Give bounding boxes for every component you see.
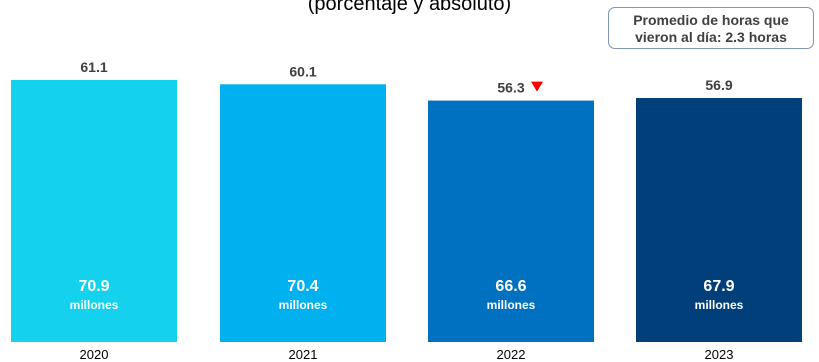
absolute-value-2022: 66.6: [495, 278, 526, 295]
absolute-value-2021: 70.4: [287, 278, 318, 295]
chart-subtitle: (porcentaje y absoluto): [307, 0, 512, 15]
x-tick-2020: 2020: [80, 347, 109, 362]
note-line-2: vieron al día: 2.3 horas: [635, 29, 787, 45]
absolute-value-2020: 70.9: [78, 278, 109, 295]
percent-label-2023: 56.9: [705, 77, 732, 93]
decrease-triangle-icon: [531, 81, 543, 92]
bar-2020: [11, 80, 177, 342]
absolute-unit-2020: millones: [70, 298, 119, 312]
average-hours-note: Promedio de horas que vieron al día: 2.3…: [608, 7, 814, 49]
absolute-unit-2022: millones: [487, 298, 536, 312]
x-tick-2023: 2023: [705, 347, 734, 362]
note-line-1: Promedio de horas que: [633, 12, 789, 28]
x-tick-2022: 2022: [497, 347, 526, 362]
absolute-unit-2021: millones: [279, 298, 328, 312]
percent-label-2021: 60.1: [289, 63, 316, 79]
absolute-unit-2023: millones: [695, 298, 744, 312]
bar-2021: [220, 84, 386, 342]
bar-2023: [636, 98, 802, 342]
percent-label-2020: 61.1: [80, 59, 107, 75]
bar-2022: [428, 100, 594, 343]
percent-label-2022: 56.3: [497, 80, 524, 96]
absolute-value-2023: 67.9: [703, 278, 734, 295]
x-tick-2021: 2021: [289, 347, 318, 362]
